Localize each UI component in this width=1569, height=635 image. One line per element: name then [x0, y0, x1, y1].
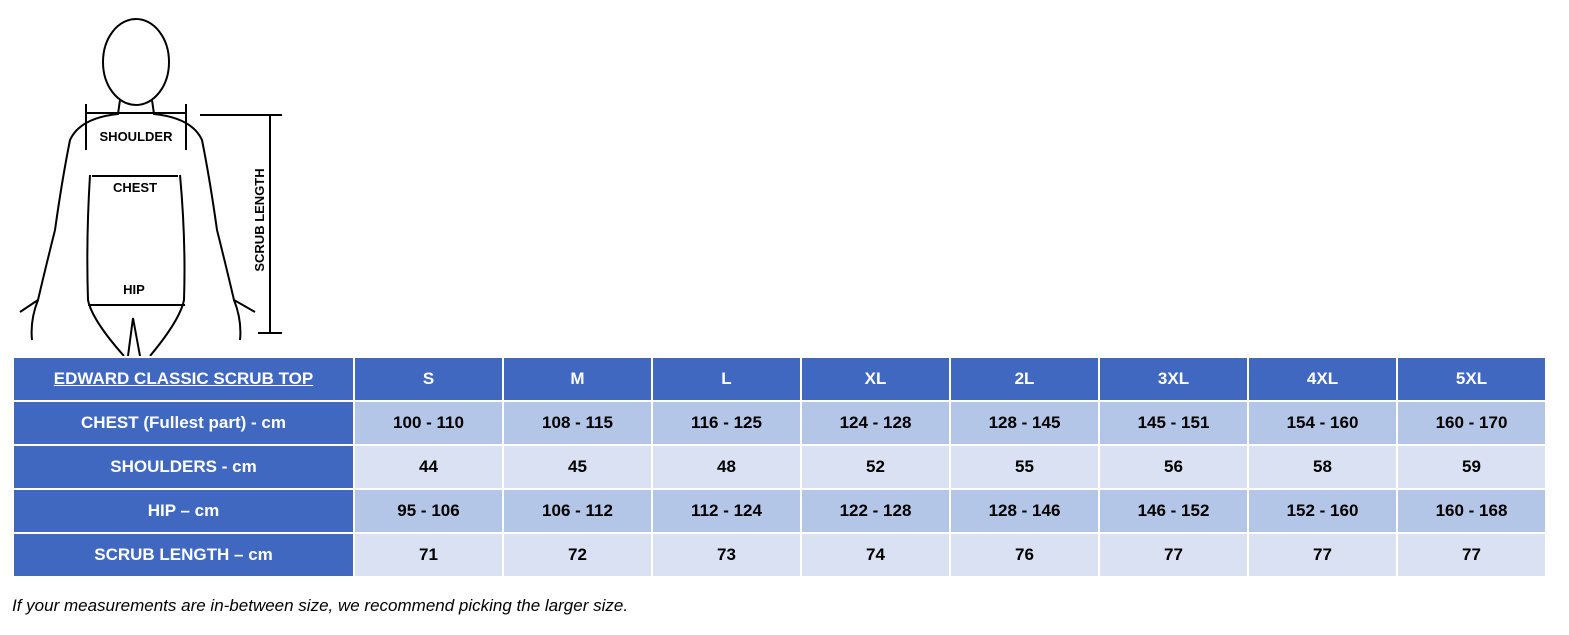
data-row: CHEST (Fullest part) - cm 100 - 110 108 - … — [12, 400, 1547, 446]
cell: 72 — [502, 532, 653, 578]
header-text: M — [570, 369, 585, 388]
footnote: If your measurements are in-between size… — [12, 596, 629, 615]
cell: 77 — [1396, 532, 1547, 578]
data-row: HIP – cm 95 - 106 106 - 112 112 - 124 122 - … — [12, 488, 1547, 534]
row-label: CHEST (Fullest part) - cm — [12, 400, 355, 446]
size-header: M — [502, 356, 653, 402]
cell: 112 - 124 — [651, 488, 802, 534]
cell: 160 - 170 — [1396, 400, 1547, 446]
row-label: SHOULDERS - cm — [12, 444, 355, 490]
cell: 124 - 128 — [800, 400, 951, 446]
size-table: EDWARD CLASSIC SCRUB TOP S M L XL 2L 3XL 4XL 5XL… — [12, 356, 1547, 578]
cell: 122 - 128 — [800, 488, 951, 534]
row-label: HIP – cm — [12, 488, 355, 534]
cell: 145 - 151 — [1098, 400, 1249, 446]
cell: 48 — [651, 444, 802, 490]
table-title: EDWARD CLASSIC SCRUB TOP — [12, 356, 355, 402]
cell: 95 - 106 — [353, 488, 504, 534]
header-text: XL — [864, 369, 887, 388]
header-text: 5XL — [1455, 369, 1488, 388]
cell: 106 - 112 — [502, 488, 653, 534]
shoulder-label: SHOULDER — [100, 129, 174, 144]
cell: 56 — [1098, 444, 1249, 490]
cell: 128 - 146 — [949, 488, 1100, 534]
header-text: 2L — [1014, 369, 1035, 388]
cell: 77 — [1247, 532, 1398, 578]
data-row: SHOULDERS - cm 44 45 48 52 55 56 58 59 — [12, 444, 1547, 490]
size-header: 2L — [949, 356, 1100, 402]
size-header: S — [353, 356, 504, 402]
cell: 154 - 160 — [1247, 400, 1398, 446]
size-header: XL — [800, 356, 951, 402]
cell: 45 — [502, 444, 653, 490]
cell: 74 — [800, 532, 951, 578]
size-header: 3XL — [1098, 356, 1249, 402]
cell: 58 — [1247, 444, 1398, 490]
data-row: SCRUB LENGTH – cm 71 72 73 74 76 77 77 77 — [12, 532, 1547, 578]
cell: 73 — [651, 532, 802, 578]
cell: 116 - 125 — [651, 400, 802, 446]
cell: 52 — [800, 444, 951, 490]
cell: 59 — [1396, 444, 1547, 490]
header-text: L — [721, 369, 732, 388]
size-header: L — [651, 356, 802, 402]
body-figure: SHOULDER CHEST HIP SCRUB LENGTH — [19, 18, 282, 356]
chest-label: CHEST — [113, 180, 157, 195]
cell: 108 - 115 — [502, 400, 653, 446]
cell: 160 - 168 — [1396, 488, 1547, 534]
length-label: SCRUB LENGTH — [252, 168, 267, 271]
size-header: 4XL — [1247, 356, 1398, 402]
row-label: SCRUB LENGTH – cm — [12, 532, 355, 578]
cell: 77 — [1098, 532, 1249, 578]
hip-label: HIP — [123, 282, 145, 297]
cell: 71 — [353, 532, 504, 578]
header-text: 3XL — [1157, 369, 1190, 388]
cell: 128 - 145 — [949, 400, 1100, 446]
cell: 44 — [353, 444, 504, 490]
cell: 76 — [949, 532, 1100, 578]
header-row: EDWARD CLASSIC SCRUB TOP S M L XL 2L 3XL 4XL 5XL — [12, 356, 1547, 402]
header-text: S — [422, 369, 435, 388]
cell: 55 — [949, 444, 1100, 490]
header-text: 4XL — [1306, 369, 1339, 388]
cell: 152 - 160 — [1247, 488, 1398, 534]
size-header: 5XL — [1396, 356, 1547, 402]
cell: 100 - 110 — [353, 400, 504, 446]
header-text: EDWARD CLASSIC SCRUB TOP — [53, 369, 314, 388]
cell: 146 - 152 — [1098, 488, 1249, 534]
